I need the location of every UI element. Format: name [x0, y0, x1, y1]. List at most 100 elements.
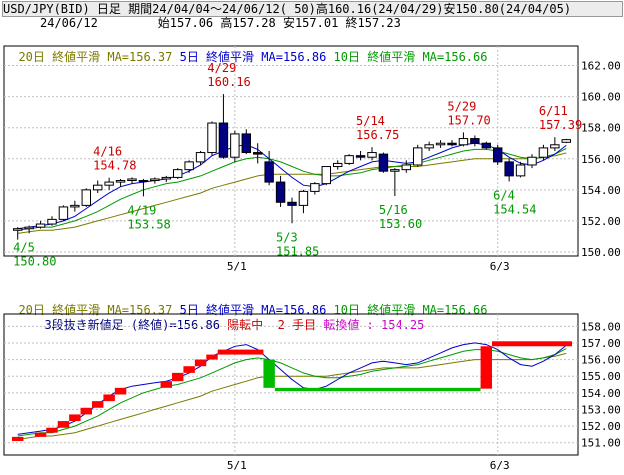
y-tick-label: 152.00: [581, 215, 621, 228]
candle-body: [435, 142, 446, 146]
annotation-value: 160.16: [207, 75, 250, 89]
three-line-brick: [80, 407, 92, 415]
candle-body: [264, 161, 274, 183]
candle-body: [401, 164, 412, 171]
three-line-brick: [92, 401, 104, 408]
x-tick-label: 5/1: [227, 260, 247, 273]
annotation-value: 157.39: [539, 118, 582, 132]
annotation-value: 156.75: [356, 128, 399, 142]
legend-ma20: 20日 終値平滑 MA=156.37: [18, 50, 173, 64]
three-line-brick: [69, 414, 81, 422]
y-tick-label: 154.00: [581, 387, 621, 400]
candle-body: [241, 133, 251, 154]
candle-body: [93, 184, 103, 191]
ma20-line: [17, 352, 567, 440]
annotation-date: 4/19: [127, 203, 156, 217]
candle-body: [104, 181, 114, 186]
candle-body: [390, 169, 400, 172]
annotation-date: 4/5: [13, 240, 35, 254]
candle-body: [447, 142, 457, 146]
three-line-label: 3段抜き新値足 (終値)=156.86: [44, 318, 220, 332]
candle-body: [413, 147, 423, 166]
candle-body: [138, 180, 149, 183]
candle-body: [424, 144, 434, 149]
current-date: 24/06/12: [40, 16, 98, 30]
three-line-brick: [172, 372, 184, 382]
y-tick-label: 158.00: [581, 122, 621, 135]
three-line-brick: [114, 387, 127, 395]
candle-body: [218, 122, 229, 158]
candle-body: [24, 226, 34, 230]
three-line-info: 3段抜き新値足 (終値)=156.86 陽転中 2 手目 転換値 : 154.2…: [30, 304, 424, 332]
y-tick-label: 153.00: [581, 403, 621, 416]
candle-body: [207, 122, 217, 154]
legend-ma10: 10日 終値平滑 MA=156.66: [333, 50, 488, 64]
three-line-brick: [206, 354, 218, 360]
candle-body: [515, 164, 526, 177]
legend-top: 20日 終値平滑 MA=156.37 5日 終値平滑 MA=156.86 10日…: [4, 36, 487, 64]
three-line-brick: [480, 346, 492, 389]
candle-body: [275, 181, 286, 203]
annotation-date: 4/29: [207, 61, 236, 75]
y-tick-label: 156.00: [581, 354, 621, 367]
three-line-brick: [274, 387, 481, 392]
three-line-brick: [103, 394, 115, 402]
candle-body: [310, 183, 320, 192]
candle-body: [344, 155, 354, 164]
y-tick-label: 157.00: [581, 337, 621, 350]
candle-body: [253, 152, 263, 155]
current-ohlc: 始157.06 高157.28 安157.01 終157.23: [157, 16, 401, 30]
candle-body: [378, 153, 389, 172]
candle-body: [538, 147, 549, 158]
candle-body: [298, 190, 309, 206]
y-tick-label: 156.00: [581, 153, 621, 166]
y-tick-label: 152.00: [581, 420, 621, 433]
candle-body: [321, 166, 332, 185]
annotation-value: 151.85: [276, 244, 319, 258]
panel-frame: [3, 45, 579, 257]
x-tick-label: 5/1: [227, 459, 247, 472]
annotation-date: 5/16: [379, 203, 408, 217]
candle-body: [550, 144, 560, 149]
ma20-line: [17, 152, 567, 234]
candle-body: [367, 152, 377, 158]
candle-body: [287, 201, 297, 206]
y-tick-label: 150.00: [581, 246, 621, 259]
candle-body: [58, 206, 69, 220]
candle-body: [47, 218, 57, 225]
annotation-date: 4/16: [93, 145, 122, 159]
x-tick-label: 6/3: [490, 459, 510, 472]
three-line-brick: [12, 436, 24, 442]
three-line-brick: [492, 341, 572, 347]
candle-body: [127, 178, 137, 182]
annotation-date: 5/3: [276, 230, 298, 244]
candle-body: [458, 138, 469, 146]
three-line-brick: [194, 359, 207, 367]
candle-body: [333, 162, 343, 168]
annotation-value: 154.54: [493, 202, 536, 216]
candle-body: [230, 133, 240, 158]
three-line-count: 2 手目: [277, 318, 317, 332]
three-line-brick: [183, 366, 195, 373]
candle-body: [81, 189, 91, 206]
annotation-value: 150.80: [13, 254, 56, 268]
ma10-line: [17, 348, 567, 437]
three-line-brick: [217, 349, 264, 355]
candle-body: [150, 178, 160, 182]
candle-body: [504, 161, 514, 177]
candle-body: [481, 142, 492, 149]
ma10-line: [17, 148, 567, 231]
chart-header-ohlc: 24/06/12 始157.06 高157.28 安157.01 終157.23: [2, 16, 621, 30]
three-line-reversal: 転換値 : 154.25: [323, 318, 425, 332]
y-tick-label: 151.00: [581, 437, 621, 450]
annotation-value: 153.60: [379, 217, 422, 231]
y-tick-label: 162.00: [581, 60, 621, 73]
panel-frame: [3, 313, 579, 456]
candle-body: [527, 156, 537, 166]
legend-ma5: 5日 終値平滑 MA=156.86: [179, 50, 327, 64]
annotation-value: 157.70: [447, 113, 490, 127]
three-line-brick: [46, 427, 58, 433]
annotation-value: 154.78: [93, 159, 136, 173]
chart-header-period: USD/JPY(BID) 日足 期間24/04/04～24/06/12( 50)…: [2, 1, 623, 17]
